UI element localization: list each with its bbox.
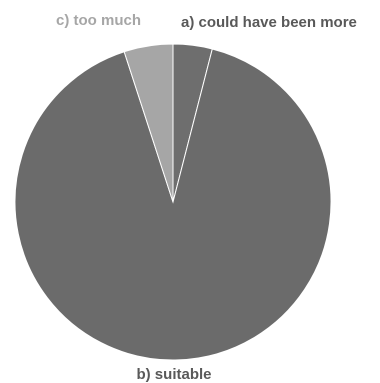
slice-label-suitable: b) suitable (136, 366, 211, 383)
pie-labels: a) could have been more b) suitable c) t… (56, 12, 357, 383)
pie-slice-suitable (14, 48, 332, 361)
slice-label-too-much: c) too much (56, 12, 141, 29)
pie-slices (14, 43, 332, 361)
slice-label-could-have-been-more: a) could have been more (181, 14, 357, 31)
pie-slice-too-much (123, 43, 174, 203)
